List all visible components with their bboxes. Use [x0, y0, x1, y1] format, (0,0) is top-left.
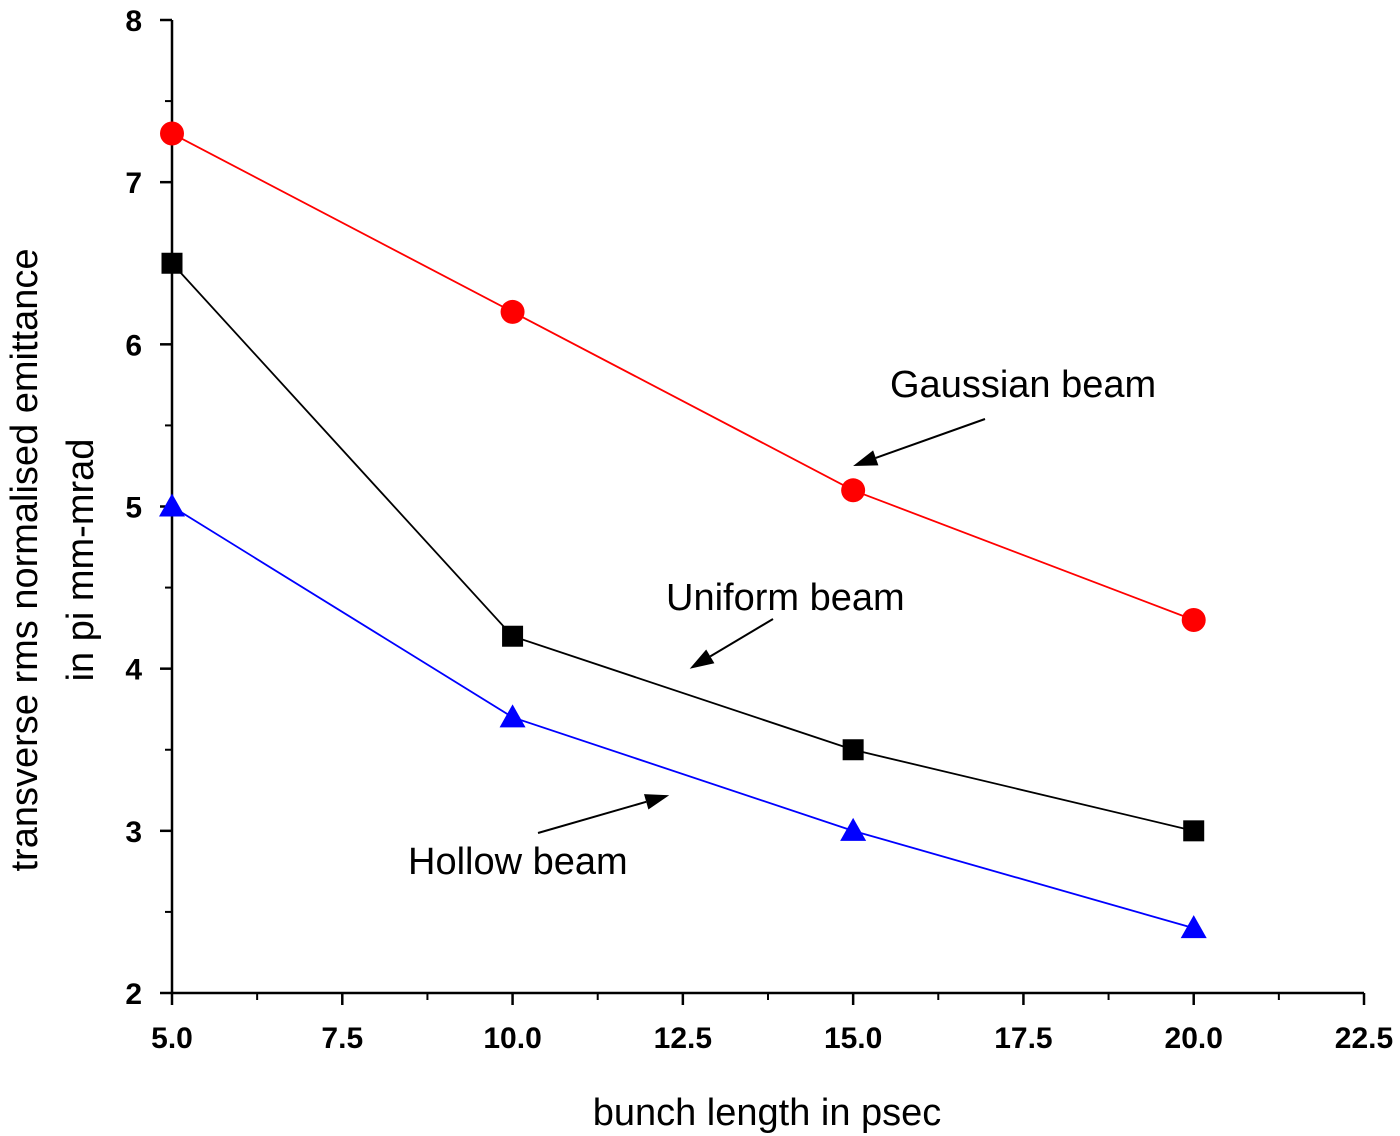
- annotation-arrow-line: [875, 418, 986, 459]
- data-point-circle: [500, 299, 525, 324]
- series-square-line: [171, 262, 1194, 832]
- data-point-triangle: [1180, 915, 1207, 939]
- x-tick-label: 20.0: [1165, 1022, 1223, 1055]
- data-point-triangle: [159, 493, 185, 517]
- annotation-arrow-head: [853, 450, 879, 466]
- data-point-square: [161, 252, 183, 274]
- x-tick-label: 5.0: [151, 1022, 193, 1055]
- data-point-square: [1183, 820, 1205, 842]
- data-point-square: [842, 739, 864, 761]
- x-tick-label: 22.5: [1335, 1022, 1393, 1055]
- data-point-circle: [1181, 608, 1206, 633]
- annotation-arrow-head: [689, 649, 715, 669]
- annotation-arrow-line: [537, 800, 647, 834]
- y-tick-label: 6: [125, 329, 142, 362]
- y-tick-label: 3: [125, 816, 142, 849]
- series-lines: [171, 132, 1195, 929]
- ticks: 5.0 7.5 10.0 12.5 15.0 17.5 20.0 22.5 2 3 4 5 6 7 8: [125, 5, 1393, 1055]
- x-tick-label: 17.5: [994, 1022, 1052, 1055]
- data-point-circle: [160, 121, 184, 146]
- data-point-square: [502, 625, 524, 647]
- annotation-label: Gaussian beam: [890, 364, 1156, 406]
- annotations: Gaussian beam Uniform beam Hollow beam: [408, 364, 1156, 883]
- annotation-arrow-line: [709, 618, 774, 658]
- y-tick-label: 5: [125, 492, 142, 525]
- y-tick-label: 2: [125, 978, 142, 1011]
- data-point-triangle: [499, 704, 526, 728]
- y-axis-title-line2: in pi mm-mrad: [60, 439, 102, 682]
- annotation-label: Hollow beam: [408, 841, 628, 883]
- x-tick-label: 12.5: [654, 1022, 712, 1055]
- series-triangle-line: [171, 505, 1194, 929]
- series-circle-line: [171, 132, 1195, 621]
- y-tick-label: 7: [125, 167, 142, 200]
- annotation-arrow-head: [644, 794, 670, 810]
- x-tick-label: 15.0: [824, 1022, 882, 1055]
- y-tick-label: 8: [125, 5, 142, 38]
- data-point-triangle: [840, 817, 867, 841]
- y-axis-title-line1: transverse rms normalised emittance: [4, 249, 46, 872]
- x-tick-label: 10.0: [483, 1022, 541, 1055]
- x-tick-label: 7.5: [321, 1022, 363, 1055]
- axes: [170, 20, 1364, 995]
- x-axis-title: bunch length in psec: [593, 1092, 942, 1134]
- series-markers: [159, 121, 1207, 939]
- y-tick-label: 4: [125, 654, 142, 687]
- annotation-label: Uniform beam: [666, 577, 905, 619]
- data-point-circle: [841, 478, 866, 503]
